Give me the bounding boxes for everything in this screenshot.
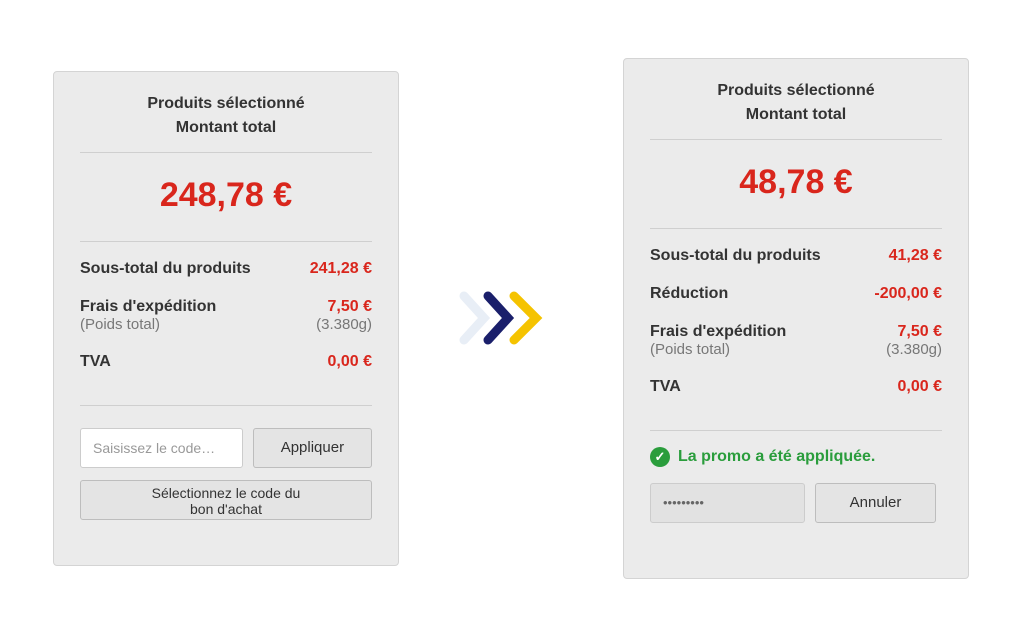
- title-line: Produits sélectionné: [717, 82, 875, 99]
- price-row: Réduction -200,00 €: [650, 285, 942, 303]
- value: 41,28 €: [888, 247, 942, 264]
- success-text: La promo a été appliquée.: [678, 448, 876, 465]
- card-title: Produits sélectionné Montant total: [650, 59, 942, 140]
- apply-button[interactable]: Appliquer: [252, 428, 372, 468]
- row-label: Frais d'expédition (Poids total): [80, 298, 216, 333]
- code-field: •••••••••: [650, 483, 805, 523]
- row-label: Réduction: [650, 285, 728, 303]
- value: -200,00 €: [874, 285, 942, 302]
- button-line: Sélectionnez le code du: [151, 485, 301, 501]
- success-icon: ✓: [650, 447, 670, 467]
- price-rows: Sous-total du produits 241,28 € Frais d'ex…: [80, 242, 372, 406]
- row-value: 0,00 €: [898, 378, 942, 396]
- row-value: -200,00 €: [874, 285, 942, 303]
- label: Sous-total du produits: [80, 260, 251, 277]
- summary-card: Produits sélectionné Montant total 48,78 €…: [623, 58, 969, 579]
- label: TVA: [650, 378, 681, 395]
- label: Sous-total du produits: [650, 247, 821, 264]
- sub-label: (Poids total): [80, 316, 161, 333]
- row-label: TVA: [650, 378, 681, 396]
- code-input[interactable]: Saisissez le code…: [80, 428, 243, 468]
- value: 7,50 €: [897, 323, 942, 340]
- arrows-icon: [459, 291, 543, 345]
- promo-form: ••••••••• Annuler: [650, 483, 942, 523]
- select-code-button[interactable]: Sélectionnez le code du bon d'achat: [80, 480, 372, 520]
- sub-value: (3.380g): [316, 316, 372, 333]
- card-title: Produits sélectionné Montant total: [80, 72, 372, 153]
- title-line: Montant total: [745, 106, 847, 123]
- title-line: Produits sélectionné: [147, 95, 305, 112]
- price-row: TVA 0,00 €: [650, 378, 942, 396]
- sub-value: (3.380g): [886, 341, 942, 358]
- row-label: Sous-total du produits: [650, 247, 821, 265]
- promo-form: Saisissez le code… Appliquer: [80, 428, 372, 468]
- row-label: Frais d'expédition (Poids total): [650, 323, 786, 358]
- price-row: Frais d'expédition (Poids total) 7,50 € (3.…: [650, 323, 942, 358]
- value: 241,28 €: [309, 260, 372, 277]
- price-row: Sous-total du produits 241,28 €: [80, 260, 372, 278]
- cancel-button[interactable]: Annuler: [815, 483, 936, 523]
- row-value: 7,50 € (3.380g): [316, 298, 372, 333]
- price-row: Sous-total du produits 41,28 €: [650, 247, 942, 265]
- label: Frais d'expédition: [650, 323, 787, 340]
- value: 0,00 €: [897, 378, 942, 395]
- total-amount: 48,78 €: [650, 140, 942, 229]
- title-line: Montant total: [175, 119, 277, 136]
- sub-label: (Poids total): [650, 341, 731, 358]
- label: TVA: [80, 353, 111, 370]
- summary-card: Produits sélectionné Montant total 248,78 …: [53, 71, 399, 566]
- row-label: TVA: [80, 353, 111, 371]
- price-rows: Sous-total du produits 41,28 € Réduction -2…: [650, 229, 942, 431]
- row-value: 0,00 €: [328, 353, 372, 371]
- total-amount: 248,78 €: [80, 153, 372, 242]
- success-message: ✓ La promo a été appliquée.: [650, 447, 942, 467]
- row-label: Sous-total du produits: [80, 260, 251, 278]
- value: 0,00 €: [327, 353, 372, 370]
- label: Frais d'expédition: [80, 298, 217, 315]
- row-value: 241,28 €: [310, 260, 372, 278]
- row-value: 41,28 €: [889, 247, 942, 265]
- value: 7,50 €: [327, 298, 372, 315]
- row-value: 7,50 € (3.380g): [886, 323, 942, 358]
- price-row: Frais d'expédition (Poids total) 7,50 € (3.…: [80, 298, 372, 333]
- label: Réduction: [650, 285, 729, 302]
- button-line: bon d'achat: [190, 501, 262, 517]
- price-row: TVA 0,00 €: [80, 353, 372, 371]
